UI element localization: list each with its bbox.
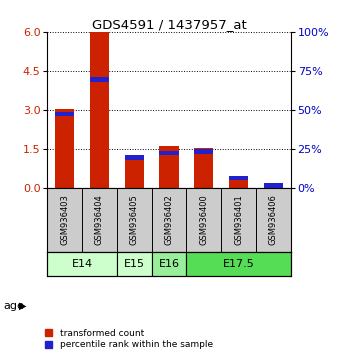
Bar — [47, 252, 117, 276]
Text: GSM936404: GSM936404 — [95, 195, 104, 245]
Bar — [117, 252, 152, 276]
Text: age: age — [3, 301, 24, 311]
Text: GSM936400: GSM936400 — [199, 195, 208, 245]
Bar — [264, 183, 283, 188]
Text: GSM936405: GSM936405 — [130, 195, 139, 245]
Bar — [125, 155, 144, 160]
Legend: transformed count, percentile rank within the sample: transformed count, percentile rank withi… — [45, 329, 213, 349]
Text: GSM936406: GSM936406 — [269, 194, 278, 245]
Bar — [90, 32, 109, 188]
Text: ▶: ▶ — [19, 301, 26, 311]
Bar — [229, 180, 248, 188]
Bar — [194, 149, 213, 154]
Text: E17.5: E17.5 — [223, 259, 255, 269]
Text: E15: E15 — [124, 259, 145, 269]
Bar — [186, 252, 291, 276]
Text: GSM936403: GSM936403 — [60, 194, 69, 245]
Bar — [229, 176, 248, 181]
Text: E14: E14 — [72, 259, 93, 269]
Bar — [160, 151, 178, 155]
Bar — [125, 155, 144, 188]
Bar — [194, 148, 213, 188]
Text: E16: E16 — [159, 259, 179, 269]
Text: GSM936401: GSM936401 — [234, 195, 243, 245]
Bar — [160, 146, 178, 188]
Bar — [264, 185, 283, 188]
Text: GSM936402: GSM936402 — [165, 195, 173, 245]
Bar — [152, 252, 186, 276]
Bar — [55, 112, 74, 116]
Title: GDS4591 / 1437957_at: GDS4591 / 1437957_at — [92, 18, 246, 31]
Bar — [90, 77, 109, 82]
Bar — [55, 109, 74, 188]
